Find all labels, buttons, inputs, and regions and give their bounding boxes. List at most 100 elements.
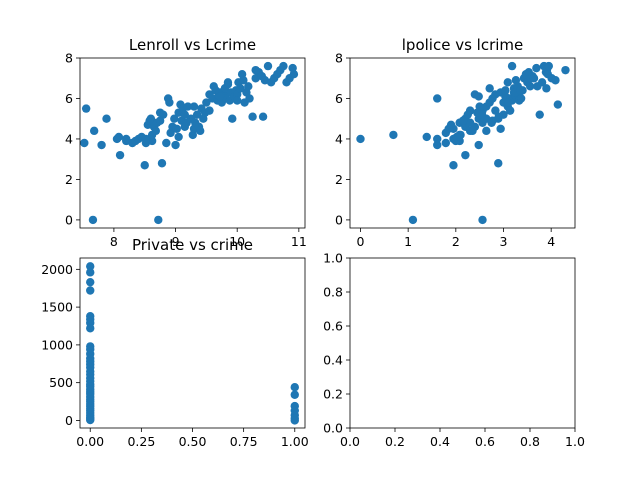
- scatter-point: [529, 74, 539, 83]
- scatter-point: [544, 61, 553, 71]
- scatter-point: [86, 324, 95, 333]
- scatter-point: [408, 215, 418, 225]
- y-tick-label: 2: [65, 172, 73, 187]
- axes-frame: [349, 57, 576, 229]
- scatter-point: [542, 84, 551, 93]
- scatter-point: [154, 215, 163, 225]
- scatter-point: [86, 415, 95, 425]
- subplot-title: lpolice vs lcrime: [402, 36, 524, 54]
- scatter-point: [189, 102, 199, 111]
- scatter-point: [114, 132, 124, 142]
- scatter-points: [80, 61, 299, 225]
- x-tick-label: 1: [404, 234, 412, 249]
- scatter-point: [433, 140, 442, 150]
- scatter-point: [474, 140, 483, 150]
- y-tick-label: 500: [49, 375, 73, 390]
- scatter-point: [422, 132, 431, 142]
- scatter-points: [356, 61, 570, 225]
- scatter-point: [461, 150, 470, 160]
- scatter-point: [505, 106, 515, 115]
- scatter-point: [245, 94, 254, 103]
- scatter-points: [86, 262, 299, 425]
- scatter-point: [174, 132, 183, 142]
- x-tick-label: 2: [452, 234, 460, 249]
- scatter-point: [122, 134, 131, 144]
- scatter-point: [146, 114, 156, 123]
- scatter-point: [223, 78, 233, 87]
- x-tick-label: 0.2: [385, 434, 405, 449]
- y-tick-label: 0: [65, 212, 73, 227]
- scatter-point: [494, 112, 503, 121]
- scatter-point: [141, 134, 151, 144]
- y-tick-label: 0: [65, 413, 73, 428]
- scatter-point: [180, 110, 189, 119]
- x-tick-label: 0: [357, 234, 365, 249]
- scatter-point: [202, 98, 211, 107]
- x-tick-label: 0.50: [179, 434, 207, 449]
- scatter-point: [279, 61, 288, 71]
- scatter-point: [251, 65, 260, 75]
- y-tick-label: 0.4: [323, 353, 343, 368]
- scatter-point: [244, 82, 253, 91]
- scatter-point: [236, 84, 245, 93]
- axes-frame: [349, 257, 576, 429]
- scatter-point: [444, 124, 453, 134]
- x-tick-label: 10: [229, 234, 245, 249]
- scatter-point: [192, 110, 202, 119]
- scatter-point: [474, 92, 483, 101]
- scatter-point: [239, 76, 248, 85]
- scatter-point: [258, 112, 268, 121]
- x-tick-label: 1.00: [281, 434, 309, 449]
- subplot-title: Private vs crime: [132, 236, 253, 254]
- y-tick-label: 4: [335, 131, 343, 146]
- scatter-point: [290, 416, 299, 425]
- scatter-point: [155, 116, 165, 125]
- scatter-point: [86, 286, 95, 295]
- y-tick-label: 6: [335, 91, 343, 106]
- subplot-lenroll-vs-lcrime: 8 9 10 11 0 2 4 6 8 Lenroll vs Lcrime: [65, 36, 307, 249]
- scatter-point: [356, 134, 365, 144]
- subplot-private-vs-crime: 0.00 0.25 0.50 0.75 1.00 0 500 1000 1500 2000 Priv…: [41, 236, 309, 449]
- x-tick-label: 3: [500, 234, 508, 249]
- scatter-point: [89, 126, 99, 136]
- scatter-point: [205, 106, 214, 115]
- scatter-point: [170, 114, 179, 123]
- x-tick-label: 0.75: [230, 434, 258, 449]
- y-tick-label: 6: [65, 91, 73, 106]
- scatter-point: [433, 134, 442, 144]
- y-tick-label: 1.0: [323, 251, 343, 266]
- x-tick-label: 0.00: [76, 434, 104, 449]
- scatter-point: [468, 126, 477, 136]
- y-tick-label: 8: [335, 51, 343, 66]
- scatter-point: [157, 159, 167, 168]
- scatter-point: [501, 86, 510, 95]
- scatter-point: [477, 110, 487, 119]
- scatter-point: [494, 159, 503, 168]
- scatter-point: [525, 82, 535, 91]
- axes-frame: [79, 57, 306, 229]
- scatter-point: [449, 161, 458, 170]
- scatter-point: [561, 65, 570, 75]
- y-tick-label: 1000: [41, 337, 73, 352]
- x-tick-label: 9: [172, 234, 180, 249]
- scatter-point: [147, 130, 157, 140]
- y-tick-label: 2: [335, 172, 343, 187]
- scatter-point: [81, 104, 91, 113]
- scatter-point: [86, 277, 95, 287]
- scatter-point: [504, 98, 513, 107]
- scatter-point: [165, 98, 174, 107]
- scatter-point: [503, 78, 512, 87]
- scatter-point: [88, 215, 98, 225]
- x-tick-label: 4: [547, 234, 555, 249]
- scatter-point: [290, 383, 299, 392]
- scatter-point: [516, 94, 526, 103]
- scatter-point: [482, 126, 491, 136]
- scatter-point: [515, 86, 525, 95]
- scatter-point: [86, 262, 95, 271]
- scatter-point: [140, 161, 149, 170]
- scatter-point: [115, 150, 125, 160]
- scatter-point: [162, 138, 171, 148]
- scatter-point: [180, 122, 189, 132]
- scatter-point: [172, 124, 181, 134]
